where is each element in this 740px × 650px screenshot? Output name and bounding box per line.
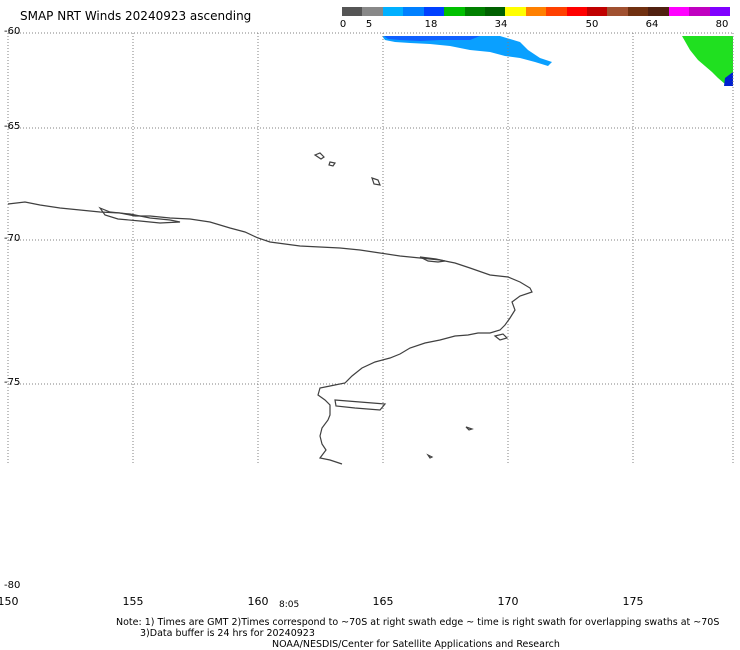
scale-segment-6 <box>464 7 485 16</box>
scale-segment-8 <box>505 7 526 16</box>
scale-label-5: 5 <box>365 19 373 30</box>
scale-label-34: 34 <box>494 19 508 30</box>
scale-segment-17 <box>689 7 710 16</box>
scale-segment-15 <box>648 7 669 16</box>
lon-label-155: 155 <box>122 595 144 608</box>
scale-segment-0 <box>342 7 363 16</box>
scale-segment-10 <box>546 7 567 16</box>
scale-segment-5 <box>444 7 465 16</box>
swath-top-right-blue <box>724 72 733 86</box>
swath-top-right <box>682 36 733 86</box>
scale-segment-7 <box>484 7 506 16</box>
scale-segment-12 <box>587 7 608 16</box>
scale-segment-13 <box>607 7 628 16</box>
scale-segment-4 <box>423 7 445 16</box>
scale-segment-16 <box>668 7 690 16</box>
scale-segment-9 <box>525 7 547 16</box>
lat-label-70: -70 <box>4 233 21 244</box>
lon-label-170: 170 <box>497 595 519 608</box>
map-title: SMAP NRT Winds 20240923 ascending <box>20 9 252 23</box>
lat-lon-grid <box>7 32 734 463</box>
scale-label-0: 0 <box>339 19 347 30</box>
wind-speed-color-scale <box>342 7 731 16</box>
lat-label-75: -75 <box>4 377 21 388</box>
scale-segment-18 <box>709 7 731 16</box>
note-line-2: 3)Data buffer is 24 hrs for 20240923 <box>140 628 315 639</box>
lon-label-165: 165 <box>372 595 394 608</box>
lat-label-60: -60 <box>4 26 21 37</box>
note-line-1: Note: 1) Times are GMT 2)Times correspon… <box>116 617 720 628</box>
scale-segment-2 <box>382 7 404 16</box>
lon-label-150: 150 <box>0 595 19 608</box>
scale-label-18: 18 <box>424 19 438 30</box>
swath-top-center-dark <box>384 36 480 41</box>
coastline <box>7 152 533 465</box>
lon-label-175: 175 <box>622 595 644 608</box>
swath-top-center <box>382 36 552 66</box>
scale-label-80: 80 <box>715 19 729 30</box>
lat-label-65: -65 <box>4 121 21 132</box>
scale-segment-3 <box>403 7 424 16</box>
scale-label-64: 64 <box>645 19 659 30</box>
scale-segment-1 <box>362 7 383 16</box>
swath-time-label: 8:05 <box>279 600 300 610</box>
lon-label-160: 160 <box>247 595 269 608</box>
scale-segment-11 <box>566 7 588 16</box>
lat-label-80: -80 <box>4 580 21 591</box>
scale-label-50: 50 <box>585 19 599 30</box>
scale-segment-14 <box>627 7 649 16</box>
note-line-3: NOAA/NESDIS/Center for Satellite Applica… <box>272 639 560 650</box>
